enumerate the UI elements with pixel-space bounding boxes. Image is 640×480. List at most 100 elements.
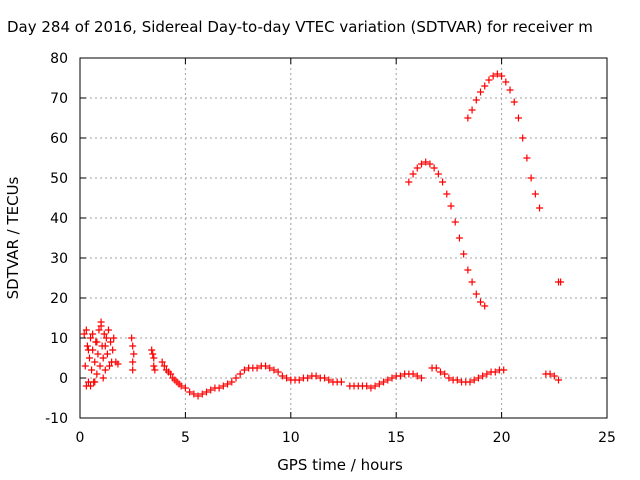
data-point <box>101 342 109 350</box>
data-point <box>375 380 383 388</box>
data-point <box>130 350 138 358</box>
data-point <box>89 330 97 338</box>
data-point <box>413 372 421 380</box>
data-point <box>177 382 185 390</box>
data-point <box>432 364 440 372</box>
data-point <box>367 384 375 392</box>
data-point <box>106 362 114 370</box>
data-point <box>236 370 244 378</box>
data-point <box>99 354 107 362</box>
data-point <box>103 350 111 358</box>
data-point <box>88 366 96 374</box>
data-point <box>82 326 90 334</box>
data-point <box>481 82 489 90</box>
data-point <box>493 70 501 78</box>
x-tick-label: 10 <box>282 430 300 446</box>
data-point <box>266 364 274 372</box>
chart-title: Day 284 of 2016, Sidereal Day-to-day VTE… <box>7 18 593 36</box>
data-point <box>85 354 93 362</box>
data-point <box>491 368 499 376</box>
data-point <box>151 366 159 374</box>
data-point <box>550 372 558 380</box>
data-point <box>531 190 539 198</box>
data-point <box>158 358 166 366</box>
data-point <box>436 368 444 376</box>
data-point <box>81 362 89 370</box>
y-axis-label: SDTVAR / TECUs <box>4 176 22 299</box>
data-point <box>232 374 240 382</box>
data-point <box>474 374 482 382</box>
grid-lines <box>80 58 607 418</box>
data-point <box>443 190 451 198</box>
data-point <box>441 370 449 378</box>
data-point <box>107 338 115 346</box>
data-point <box>455 234 463 242</box>
data-point <box>388 374 396 382</box>
y-tick-label: 50 <box>50 171 68 187</box>
data-point <box>87 382 95 390</box>
data-point <box>468 106 476 114</box>
data-point <box>417 374 425 382</box>
data-point <box>160 362 168 370</box>
series-segment-2.5h <box>128 334 138 374</box>
data-point <box>468 278 476 286</box>
data-point <box>270 366 278 374</box>
data-point <box>405 178 413 186</box>
data-point <box>409 370 417 378</box>
series-isolated <box>555 278 565 286</box>
data-point <box>190 390 198 398</box>
data-point <box>546 370 554 378</box>
data-point <box>304 374 312 382</box>
data-point <box>536 204 544 212</box>
y-tick-label: 60 <box>50 131 68 147</box>
data-point <box>439 178 447 186</box>
data-point <box>295 376 303 384</box>
data-point <box>464 266 472 274</box>
data-point <box>91 358 99 366</box>
data-point <box>240 366 248 374</box>
data-point <box>194 392 202 400</box>
series-low-band-3 <box>428 364 508 386</box>
data-point <box>479 372 487 380</box>
y-tick-label: 0 <box>59 371 68 387</box>
data-point <box>483 370 491 378</box>
data-point <box>186 388 194 396</box>
data-point <box>101 366 109 374</box>
series-low-band-4 <box>542 370 563 384</box>
x-tick-label: 15 <box>387 430 405 446</box>
data-point <box>430 164 438 172</box>
data-point <box>94 350 102 358</box>
data-point <box>198 390 206 398</box>
series-arc-2 <box>464 70 544 212</box>
data-point <box>202 388 210 396</box>
x-tick-label: 5 <box>181 430 190 446</box>
data-point <box>129 342 137 350</box>
y-tick-label: 20 <box>50 291 68 307</box>
data-point <box>93 370 101 378</box>
data-point <box>447 202 455 210</box>
data-point <box>83 342 91 350</box>
series-segment-3.5h <box>148 346 159 374</box>
data-point <box>464 114 472 122</box>
data-point <box>371 382 379 390</box>
data-point <box>460 250 468 258</box>
data-point <box>149 350 157 358</box>
series-early-scatter <box>80 318 122 390</box>
x-tick-labels: 0 5 10 15 20 25 <box>76 430 616 446</box>
data-point <box>396 372 404 380</box>
plot-frame <box>79 57 608 419</box>
data-point <box>215 384 223 392</box>
x-tick-label: 0 <box>76 430 85 446</box>
data-point <box>100 330 108 338</box>
data-point <box>262 362 270 370</box>
x-tick-label: 25 <box>598 430 616 446</box>
data-point <box>96 362 104 370</box>
data-point <box>80 330 88 338</box>
data-point <box>219 382 227 390</box>
data-point <box>109 346 117 354</box>
data-point <box>104 326 112 334</box>
data-point <box>555 376 563 384</box>
data-point <box>466 378 474 386</box>
y-tick-label: 30 <box>50 251 68 267</box>
